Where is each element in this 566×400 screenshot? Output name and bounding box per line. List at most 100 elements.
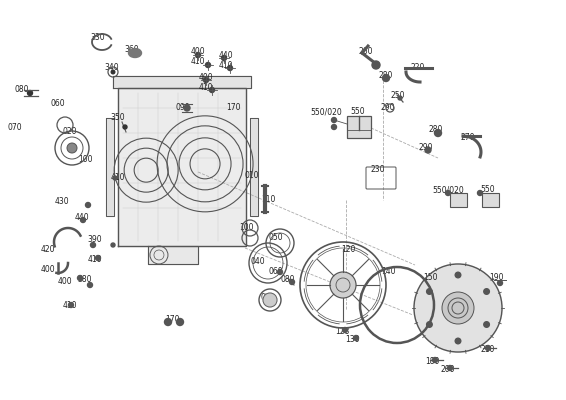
Text: 430: 430 bbox=[55, 198, 69, 206]
FancyBboxPatch shape bbox=[347, 116, 371, 138]
Circle shape bbox=[80, 218, 85, 222]
Text: 290: 290 bbox=[381, 104, 395, 112]
Text: 150: 150 bbox=[423, 274, 438, 282]
Circle shape bbox=[425, 147, 431, 153]
Circle shape bbox=[204, 78, 208, 82]
Circle shape bbox=[455, 272, 461, 278]
Text: 050: 050 bbox=[269, 234, 284, 242]
FancyBboxPatch shape bbox=[450, 193, 467, 207]
Text: 060: 060 bbox=[269, 268, 284, 276]
Text: 080: 080 bbox=[281, 276, 295, 284]
Circle shape bbox=[91, 242, 96, 248]
Text: 090: 090 bbox=[175, 104, 190, 112]
Circle shape bbox=[442, 292, 474, 324]
Circle shape bbox=[277, 270, 282, 274]
Circle shape bbox=[228, 66, 233, 70]
Circle shape bbox=[435, 130, 441, 136]
Circle shape bbox=[67, 143, 77, 153]
Circle shape bbox=[177, 318, 183, 326]
Text: 110: 110 bbox=[261, 196, 275, 204]
Circle shape bbox=[398, 96, 402, 100]
Circle shape bbox=[113, 176, 117, 180]
Text: 040: 040 bbox=[251, 258, 265, 266]
Circle shape bbox=[427, 322, 432, 327]
Text: 410: 410 bbox=[63, 300, 77, 310]
Text: 170: 170 bbox=[165, 316, 179, 324]
Text: 400: 400 bbox=[58, 278, 72, 286]
Circle shape bbox=[78, 276, 83, 280]
Circle shape bbox=[123, 125, 127, 129]
Text: 410: 410 bbox=[191, 58, 205, 66]
Circle shape bbox=[332, 124, 337, 130]
Text: 330: 330 bbox=[91, 34, 105, 42]
Circle shape bbox=[486, 346, 491, 350]
Circle shape bbox=[383, 74, 389, 82]
Text: 440: 440 bbox=[218, 50, 233, 60]
Text: 010: 010 bbox=[245, 170, 259, 180]
Circle shape bbox=[205, 62, 211, 68]
Circle shape bbox=[445, 190, 451, 196]
Circle shape bbox=[88, 282, 92, 288]
Text: 550/020: 550/020 bbox=[432, 186, 464, 194]
Circle shape bbox=[342, 328, 348, 332]
Circle shape bbox=[448, 366, 452, 370]
Text: 250: 250 bbox=[391, 90, 405, 100]
Text: 130: 130 bbox=[345, 336, 359, 344]
Circle shape bbox=[111, 70, 115, 74]
Circle shape bbox=[330, 272, 356, 298]
Circle shape bbox=[195, 52, 200, 58]
Text: 200: 200 bbox=[441, 366, 455, 374]
Text: 550: 550 bbox=[351, 108, 365, 116]
Circle shape bbox=[484, 322, 490, 327]
Text: 170: 170 bbox=[226, 104, 240, 112]
Circle shape bbox=[455, 338, 461, 344]
Polygon shape bbox=[148, 246, 198, 264]
Text: 080: 080 bbox=[15, 86, 29, 94]
Text: 260: 260 bbox=[359, 48, 373, 56]
Circle shape bbox=[332, 118, 337, 122]
Circle shape bbox=[111, 243, 115, 247]
Text: 290: 290 bbox=[419, 144, 433, 152]
Circle shape bbox=[96, 256, 101, 260]
Text: 410: 410 bbox=[88, 256, 102, 264]
Text: 400: 400 bbox=[191, 48, 205, 56]
Text: 410: 410 bbox=[111, 174, 125, 182]
Circle shape bbox=[414, 264, 502, 352]
Text: 380: 380 bbox=[78, 276, 92, 284]
Text: 020: 020 bbox=[63, 128, 77, 136]
Polygon shape bbox=[118, 88, 246, 246]
Circle shape bbox=[165, 318, 171, 326]
Circle shape bbox=[372, 61, 380, 69]
Ellipse shape bbox=[128, 48, 142, 58]
Text: 180: 180 bbox=[425, 358, 439, 366]
Circle shape bbox=[289, 280, 294, 284]
Text: 550/020: 550/020 bbox=[310, 108, 342, 116]
Text: 550: 550 bbox=[481, 186, 495, 194]
Circle shape bbox=[28, 90, 32, 96]
Circle shape bbox=[478, 190, 482, 196]
FancyBboxPatch shape bbox=[482, 193, 499, 207]
Circle shape bbox=[263, 293, 277, 307]
Text: 210: 210 bbox=[481, 346, 495, 354]
Circle shape bbox=[209, 88, 215, 92]
Circle shape bbox=[432, 358, 438, 362]
Circle shape bbox=[184, 105, 190, 111]
Text: 060: 060 bbox=[51, 98, 65, 108]
Text: 440: 440 bbox=[75, 214, 89, 222]
Circle shape bbox=[68, 302, 74, 308]
Text: 390: 390 bbox=[88, 236, 102, 244]
Circle shape bbox=[484, 289, 490, 294]
Text: 280: 280 bbox=[379, 70, 393, 80]
Text: 070: 070 bbox=[8, 124, 22, 132]
Text: 120: 120 bbox=[341, 246, 355, 254]
Text: 270: 270 bbox=[461, 134, 475, 142]
Text: 128: 128 bbox=[335, 328, 349, 336]
Text: 420: 420 bbox=[41, 246, 55, 254]
Text: 400: 400 bbox=[199, 74, 213, 82]
Circle shape bbox=[354, 336, 358, 340]
Circle shape bbox=[498, 280, 503, 286]
Text: 100: 100 bbox=[78, 156, 92, 164]
Polygon shape bbox=[250, 118, 258, 216]
Text: 220: 220 bbox=[411, 64, 425, 72]
Text: 410: 410 bbox=[199, 84, 213, 92]
